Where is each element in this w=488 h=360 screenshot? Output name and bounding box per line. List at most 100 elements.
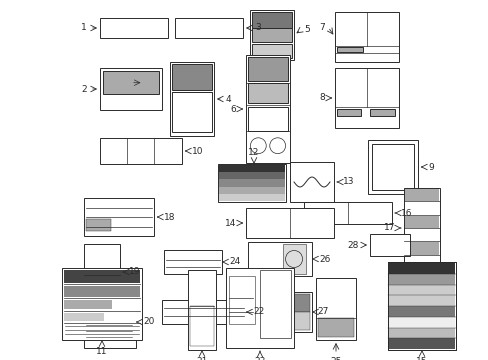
Bar <box>247 57 287 81</box>
Bar <box>172 64 212 90</box>
Bar <box>388 306 454 317</box>
Bar <box>100 68 162 110</box>
Text: 8: 8 <box>319 94 325 103</box>
Text: 24: 24 <box>228 257 240 266</box>
Bar <box>170 62 214 136</box>
Bar <box>64 313 104 320</box>
Bar <box>247 83 287 103</box>
Bar <box>260 270 290 338</box>
Bar <box>172 91 212 132</box>
Text: 2: 2 <box>81 85 87 94</box>
Bar <box>64 300 112 309</box>
Bar <box>190 306 214 346</box>
Bar <box>84 198 154 236</box>
Bar <box>388 263 454 274</box>
Bar <box>163 250 222 274</box>
Bar <box>162 300 245 324</box>
Bar <box>304 202 391 224</box>
Bar <box>225 268 293 348</box>
Text: 14: 14 <box>224 219 236 228</box>
Bar <box>260 292 311 332</box>
Bar <box>86 276 118 282</box>
Bar <box>247 107 287 131</box>
Text: 17: 17 <box>383 224 394 233</box>
Bar <box>245 208 333 238</box>
Bar <box>371 144 413 190</box>
Text: 9: 9 <box>427 162 433 171</box>
Bar <box>187 270 216 350</box>
Bar <box>84 296 136 348</box>
Bar <box>219 186 285 194</box>
Text: 16: 16 <box>400 208 412 217</box>
Text: 15: 15 <box>415 357 427 360</box>
Bar <box>103 71 159 94</box>
Text: 18: 18 <box>163 212 175 221</box>
Text: 20: 20 <box>142 318 154 327</box>
Bar <box>249 10 293 60</box>
Bar <box>388 284 454 295</box>
Text: 13: 13 <box>342 177 354 186</box>
Text: 12: 12 <box>248 148 259 157</box>
Bar <box>100 138 182 164</box>
Bar <box>64 270 140 283</box>
Bar <box>317 318 353 337</box>
Bar <box>387 262 455 350</box>
Bar <box>336 109 361 116</box>
Bar <box>388 317 454 328</box>
Bar <box>219 194 285 201</box>
Bar <box>100 18 168 38</box>
Bar <box>388 295 454 306</box>
Bar <box>62 268 142 340</box>
Text: 10: 10 <box>192 147 203 156</box>
Bar <box>403 188 439 268</box>
Bar <box>404 229 438 241</box>
Bar <box>262 312 309 330</box>
Bar <box>404 202 438 215</box>
Text: 6: 6 <box>230 104 236 113</box>
Text: 7: 7 <box>319 22 325 31</box>
Text: 21: 21 <box>196 357 207 360</box>
Text: 23: 23 <box>254 357 265 360</box>
Bar <box>219 179 285 186</box>
Text: 25: 25 <box>329 357 341 360</box>
Bar <box>336 47 362 52</box>
Bar <box>367 140 417 194</box>
Bar <box>219 172 285 179</box>
Bar <box>388 338 454 349</box>
Text: 1: 1 <box>81 23 87 32</box>
Bar <box>404 189 438 201</box>
Bar <box>219 165 285 172</box>
Bar <box>369 234 409 256</box>
Bar <box>262 294 309 312</box>
Bar <box>404 256 438 268</box>
Bar <box>388 328 454 338</box>
Bar <box>218 164 285 202</box>
Text: 19: 19 <box>129 267 140 276</box>
Bar <box>228 276 254 324</box>
Bar <box>251 28 291 42</box>
Bar <box>404 242 438 255</box>
Bar <box>251 44 291 58</box>
Text: 28: 28 <box>347 240 358 249</box>
Text: 11: 11 <box>96 347 107 356</box>
Bar <box>334 68 398 128</box>
Bar <box>86 219 110 231</box>
Bar <box>86 298 134 321</box>
Bar <box>251 12 291 28</box>
Text: 5: 5 <box>304 26 309 35</box>
Bar <box>289 162 333 202</box>
Bar <box>84 244 120 300</box>
Bar <box>388 274 454 284</box>
Text: 22: 22 <box>252 307 264 316</box>
Bar <box>334 12 398 62</box>
Text: 27: 27 <box>316 307 328 316</box>
Bar <box>387 262 455 350</box>
Bar <box>64 286 140 297</box>
Text: 3: 3 <box>254 23 260 32</box>
Text: 4: 4 <box>225 94 231 104</box>
Bar <box>283 244 305 274</box>
Text: 26: 26 <box>318 255 330 264</box>
Bar <box>404 216 438 228</box>
Bar <box>175 18 243 38</box>
Bar <box>247 242 311 276</box>
